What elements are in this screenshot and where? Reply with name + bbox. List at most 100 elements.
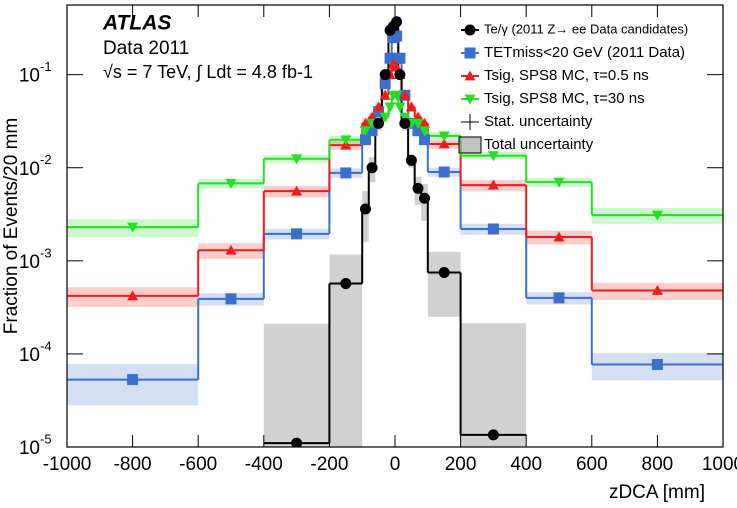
energy-lumi-label: √s = 7 TeV, ∫ Ldt = 4.8 fb-1 <box>103 62 313 82</box>
marker <box>291 228 303 240</box>
total-uncertainty-box <box>263 323 330 447</box>
atlas-label: ATLAS <box>102 12 171 35</box>
marker <box>225 244 237 255</box>
marker <box>651 358 663 370</box>
marker <box>438 266 450 278</box>
marker <box>412 125 424 137</box>
marker <box>553 231 565 242</box>
marker <box>419 126 431 137</box>
marker <box>412 118 424 129</box>
x-tick-label: 1000 <box>702 454 737 475</box>
y-tick-exponent: -5 <box>40 431 52 446</box>
y-tick-label: 10 <box>19 438 40 459</box>
marker <box>366 125 378 137</box>
marker <box>373 101 385 112</box>
legend-marker <box>464 70 476 81</box>
x-tick-label: 0 <box>390 454 401 475</box>
marker <box>225 178 237 189</box>
y-tick-label: 10 <box>19 252 40 273</box>
marker <box>340 278 352 290</box>
marker <box>487 223 499 235</box>
x-tick-label: -200 <box>310 454 348 475</box>
marker <box>487 179 499 190</box>
marker <box>379 78 391 90</box>
marker <box>359 203 371 215</box>
marker <box>412 182 424 194</box>
marker <box>391 30 403 42</box>
marker <box>384 102 396 113</box>
marker <box>651 210 663 221</box>
marker <box>359 117 371 128</box>
total-uncertainty-box <box>427 251 461 317</box>
marker <box>127 374 139 386</box>
x-tick-label: 400 <box>510 454 542 475</box>
dataset-label: Data 2011 <box>103 38 189 59</box>
marker <box>340 167 352 179</box>
legend-total-symbol <box>458 136 482 154</box>
marker <box>366 162 378 174</box>
marker <box>487 429 499 441</box>
legend-label: Total uncertainty <box>484 136 594 153</box>
marker <box>394 102 406 113</box>
y-tick-exponent: -4 <box>40 338 52 353</box>
marker <box>384 52 396 64</box>
marker <box>399 89 411 100</box>
y-tick-exponent: -3 <box>40 245 52 260</box>
marker <box>419 192 431 204</box>
y-tick-label: 10 <box>19 159 40 180</box>
marker <box>373 117 385 129</box>
legend-label: TETmiss<20 GeV (2011 Data) <box>484 44 685 61</box>
x-tick-label: -400 <box>245 454 283 475</box>
marker <box>405 154 417 166</box>
legend-label: Tsig, SPS8 MC, τ=30 ns <box>484 90 645 107</box>
marker <box>391 16 403 28</box>
y-tick-exponent: -1 <box>40 59 52 74</box>
y-axis-label: Fraction of Events/20 mm <box>1 118 22 334</box>
marker <box>359 126 371 137</box>
x-tick-label: -800 <box>114 454 152 475</box>
marker <box>651 284 663 295</box>
marker <box>419 117 431 128</box>
x-tick-label: -600 <box>179 454 217 475</box>
legend-marker <box>464 94 476 105</box>
y-tick-label: 10 <box>19 345 40 366</box>
marker <box>394 69 406 81</box>
marker <box>379 69 391 81</box>
marker <box>553 292 565 304</box>
marker <box>391 90 403 101</box>
y-tick-label: 10 <box>19 66 40 87</box>
marker <box>359 134 371 146</box>
marker <box>399 117 411 129</box>
legend-marker <box>464 24 476 36</box>
marker <box>127 222 139 233</box>
marker <box>127 290 139 301</box>
total-uncertainty-box <box>362 191 369 242</box>
total-uncertainty-box <box>460 323 527 447</box>
marker <box>438 166 450 178</box>
plot-area <box>67 16 723 447</box>
marker <box>379 89 391 100</box>
legend-label: Stat. uncertainty <box>484 113 593 130</box>
x-tick-label: -1000 <box>43 454 92 475</box>
marker <box>291 185 303 196</box>
marker <box>438 138 450 149</box>
marker <box>419 134 431 146</box>
marker <box>394 52 406 64</box>
legend-label: Te/γ (2011 Z→ ee Data candidates) <box>484 21 688 36</box>
x-tick-label: 800 <box>642 454 674 475</box>
marker <box>291 154 303 165</box>
x-axis-label: zDCA [mm] <box>609 482 705 503</box>
marker <box>487 151 499 162</box>
marker <box>399 112 411 123</box>
x-tick-label: 200 <box>445 454 477 475</box>
marker <box>291 437 303 447</box>
legend-marker <box>464 47 476 59</box>
marker <box>405 101 417 112</box>
marker <box>340 135 352 146</box>
x-tick-label: 600 <box>576 454 608 475</box>
marker <box>438 131 450 142</box>
marker <box>225 293 237 305</box>
marker <box>379 112 391 123</box>
